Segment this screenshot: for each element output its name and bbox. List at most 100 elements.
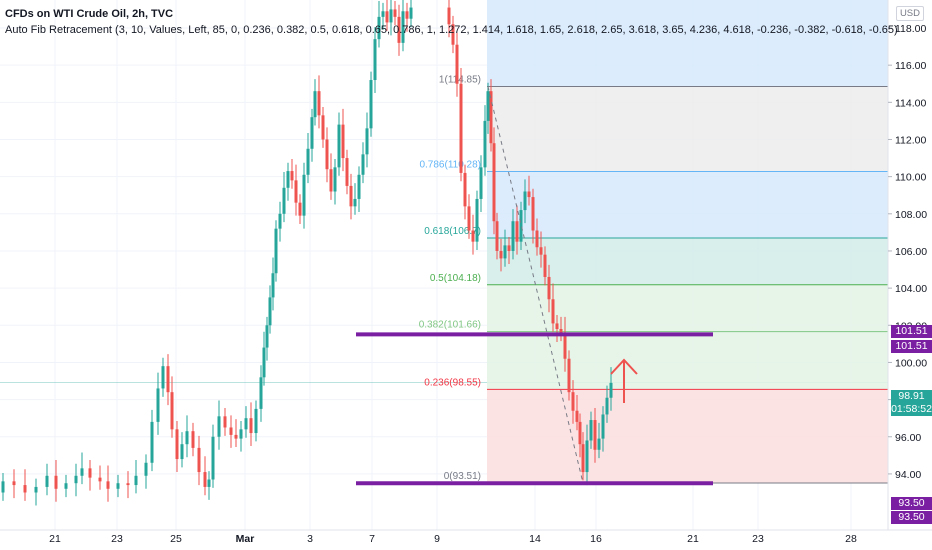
candle-body [578,421,582,445]
candle-body [475,198,479,242]
candle-body [511,221,515,251]
candle-body [559,328,563,333]
candle-body [144,462,148,476]
candle-body [489,91,493,144]
candle-body [239,429,243,439]
candle-body [381,11,385,17]
candle-body [12,481,16,486]
chart-legend[interactable]: CFDs on WTI Crude Oil, 2h, TVC Auto Fib … [5,6,898,38]
candle-body [185,431,189,445]
candle-body [310,117,314,149]
candle-body [34,486,38,493]
candle-body [271,273,275,298]
price-label-upper-1: 101.51 [891,325,932,338]
candle-body [175,429,179,460]
candle-body [507,245,511,251]
symbol-title[interactable]: CFDs on WTI Crude Oil, 2h, TVC [5,8,174,20]
candle-body [126,483,130,486]
candle-body [274,228,278,274]
candle-body [605,397,609,415]
candle-body [563,332,567,359]
drawings[interactable] [356,86,713,486]
candle-body [161,366,165,389]
candle-body [361,154,365,175]
candle-body [547,276,551,300]
indicator-title[interactable]: Auto Fib Retracement (3, 10, Values, Lef… [5,24,898,36]
candle-body [575,410,579,422]
fib-level-label: 0.5(104.18) [430,273,481,284]
price-tick-label: 100.00 [895,357,927,369]
candle-body [259,377,263,409]
candle-body [150,421,154,463]
candle-body [499,250,503,259]
candle-body [294,180,298,203]
candle-body [589,420,593,441]
price-label-lower-1: 93.50 [891,497,932,510]
candle-body [23,485,27,493]
price-tick-label: 114.00 [895,97,926,109]
candle-body [282,187,286,214]
candle-body [385,11,389,23]
candle-body [555,323,559,329]
candle-body [341,124,345,159]
fib-zone [487,237,888,285]
candle-body [116,483,120,489]
candle-body [397,16,401,43]
candle-body [455,44,459,84]
candle-body [451,24,455,45]
candle-body [217,416,221,437]
candle-body [585,440,589,473]
time-tick-label: 21 [687,533,699,545]
time-tick-label: 16 [590,533,602,545]
fib-level-label: 0.618(106.7) [424,226,481,237]
price-tick-label: 104.00 [895,283,927,295]
price-tick-label: 96.00 [895,432,921,444]
last-price-label: 98.91 01:58:52 [891,390,932,416]
candle-body [286,171,290,188]
candle-body [1,481,5,493]
time-tick-label: Mar [236,533,255,545]
candle-body [593,420,597,450]
fib-level-label: 0.786(110.28) [419,159,481,170]
candle-body [519,210,523,242]
bar-countdown: 01:58:52 [891,403,932,415]
candle-body [459,83,463,173]
time-tick-label: 23 [111,533,123,545]
fib-zone [487,86,888,172]
candles [1,0,613,506]
candle-body [467,206,471,231]
fib-zone [487,0,888,87]
candle-body [54,475,58,489]
candle-body [313,91,317,118]
candle-body [207,479,211,487]
candle-body [571,392,575,411]
fib-zone [487,171,888,238]
fib-level-label: 0.236(98.55) [424,377,481,388]
last-price-value: 98.91 [898,390,925,402]
candle-body [234,434,238,439]
candle-body [254,408,258,434]
fib-retracement[interactable]: 1(114.85) 0.786(110.28) 0.618(106.7) 0.5(10… [419,0,888,484]
fib-level-label: 1(114.85) [439,75,481,86]
candle-body [229,427,233,435]
time-tick-label: 23 [752,533,764,545]
price-label-upper-2: 101.51 [891,340,932,353]
candle-body [156,388,160,422]
candle-body [249,418,253,434]
candle-body [365,128,369,155]
candle-body [329,169,333,192]
candle-body [543,254,547,277]
candle-body [349,185,353,207]
candle-body [166,366,170,393]
candle-body [197,447,201,473]
candle-body [357,174,361,199]
candle-body [265,325,269,348]
time-tick-label: 28 [845,533,857,545]
fib-zone [487,389,888,484]
candle-body [531,197,535,231]
candle-body [98,477,102,482]
candle-body [80,468,84,476]
currency-label[interactable]: USD [895,6,924,21]
